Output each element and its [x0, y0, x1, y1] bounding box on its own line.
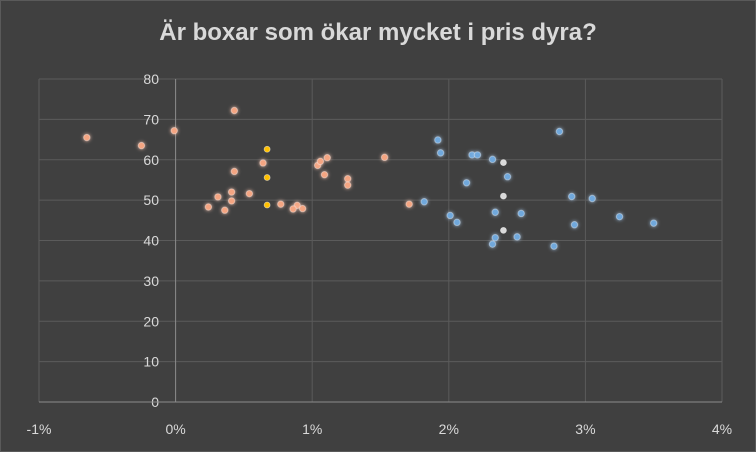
x-tick-label: 4% [712, 421, 732, 437]
data-point [453, 218, 461, 227]
data-point [420, 198, 428, 206]
data-point [320, 170, 329, 179]
range-bar-marker [263, 174, 271, 181]
data-point [488, 240, 497, 248]
data-point [316, 157, 325, 166]
data-point [488, 155, 497, 164]
data-point [650, 219, 658, 227]
y-tick-label: 20 [143, 313, 159, 329]
y-tick-label: 50 [143, 192, 159, 208]
data-point [214, 193, 222, 201]
data-point [570, 221, 579, 229]
y-tick-label: 30 [143, 273, 159, 289]
data-point [227, 188, 236, 196]
data-point [230, 106, 239, 115]
y-tick-label: 80 [143, 71, 159, 87]
x-tick-label: 0% [165, 421, 185, 437]
data-point [436, 149, 445, 157]
data-point [289, 205, 297, 213]
data-point [550, 242, 558, 250]
data-point [137, 141, 146, 150]
gridlines [38, 78, 723, 403]
data-point [227, 197, 236, 205]
data-point [298, 204, 307, 213]
data-point [503, 173, 512, 181]
y-tick-label: 10 [143, 354, 159, 370]
data-point [462, 179, 471, 187]
data-point [245, 189, 254, 198]
data-point [83, 133, 91, 142]
data-points [83, 106, 658, 250]
y-tick-label: 70 [143, 111, 159, 127]
data-point [277, 200, 285, 208]
x-tick-label: 1% [302, 421, 322, 437]
data-point [405, 200, 413, 208]
chart-title: Är boxar som ökar mycket i pris dyra? [159, 19, 597, 46]
data-point [446, 211, 454, 220]
range-bars [263, 145, 507, 234]
data-point [434, 136, 442, 144]
range-bar-marker [263, 201, 271, 209]
range-bar-marker [263, 145, 271, 153]
x-tick-label: 3% [575, 421, 595, 437]
data-point [491, 233, 499, 242]
x-tick-label: 2% [439, 421, 459, 437]
data-point [568, 192, 576, 201]
y-tick-label: 60 [143, 152, 159, 168]
range-bar-marker [500, 159, 507, 166]
data-point [380, 153, 389, 162]
data-point [344, 181, 352, 189]
data-point [323, 154, 331, 162]
data-point [473, 151, 482, 159]
data-point [204, 203, 213, 211]
range-bar-marker [500, 227, 507, 234]
data-point [344, 175, 352, 183]
x-tick-label: -1% [27, 421, 52, 437]
data-point [588, 194, 596, 203]
data-point [513, 233, 521, 241]
data-point [491, 208, 499, 216]
data-point [170, 126, 178, 135]
range-bar-marker [500, 192, 507, 200]
y-tick-label: 40 [143, 233, 159, 249]
data-point [259, 159, 267, 167]
data-point [230, 167, 239, 176]
data-point [517, 209, 525, 218]
data-point [221, 206, 229, 214]
data-point [615, 212, 624, 221]
data-point [555, 127, 564, 136]
